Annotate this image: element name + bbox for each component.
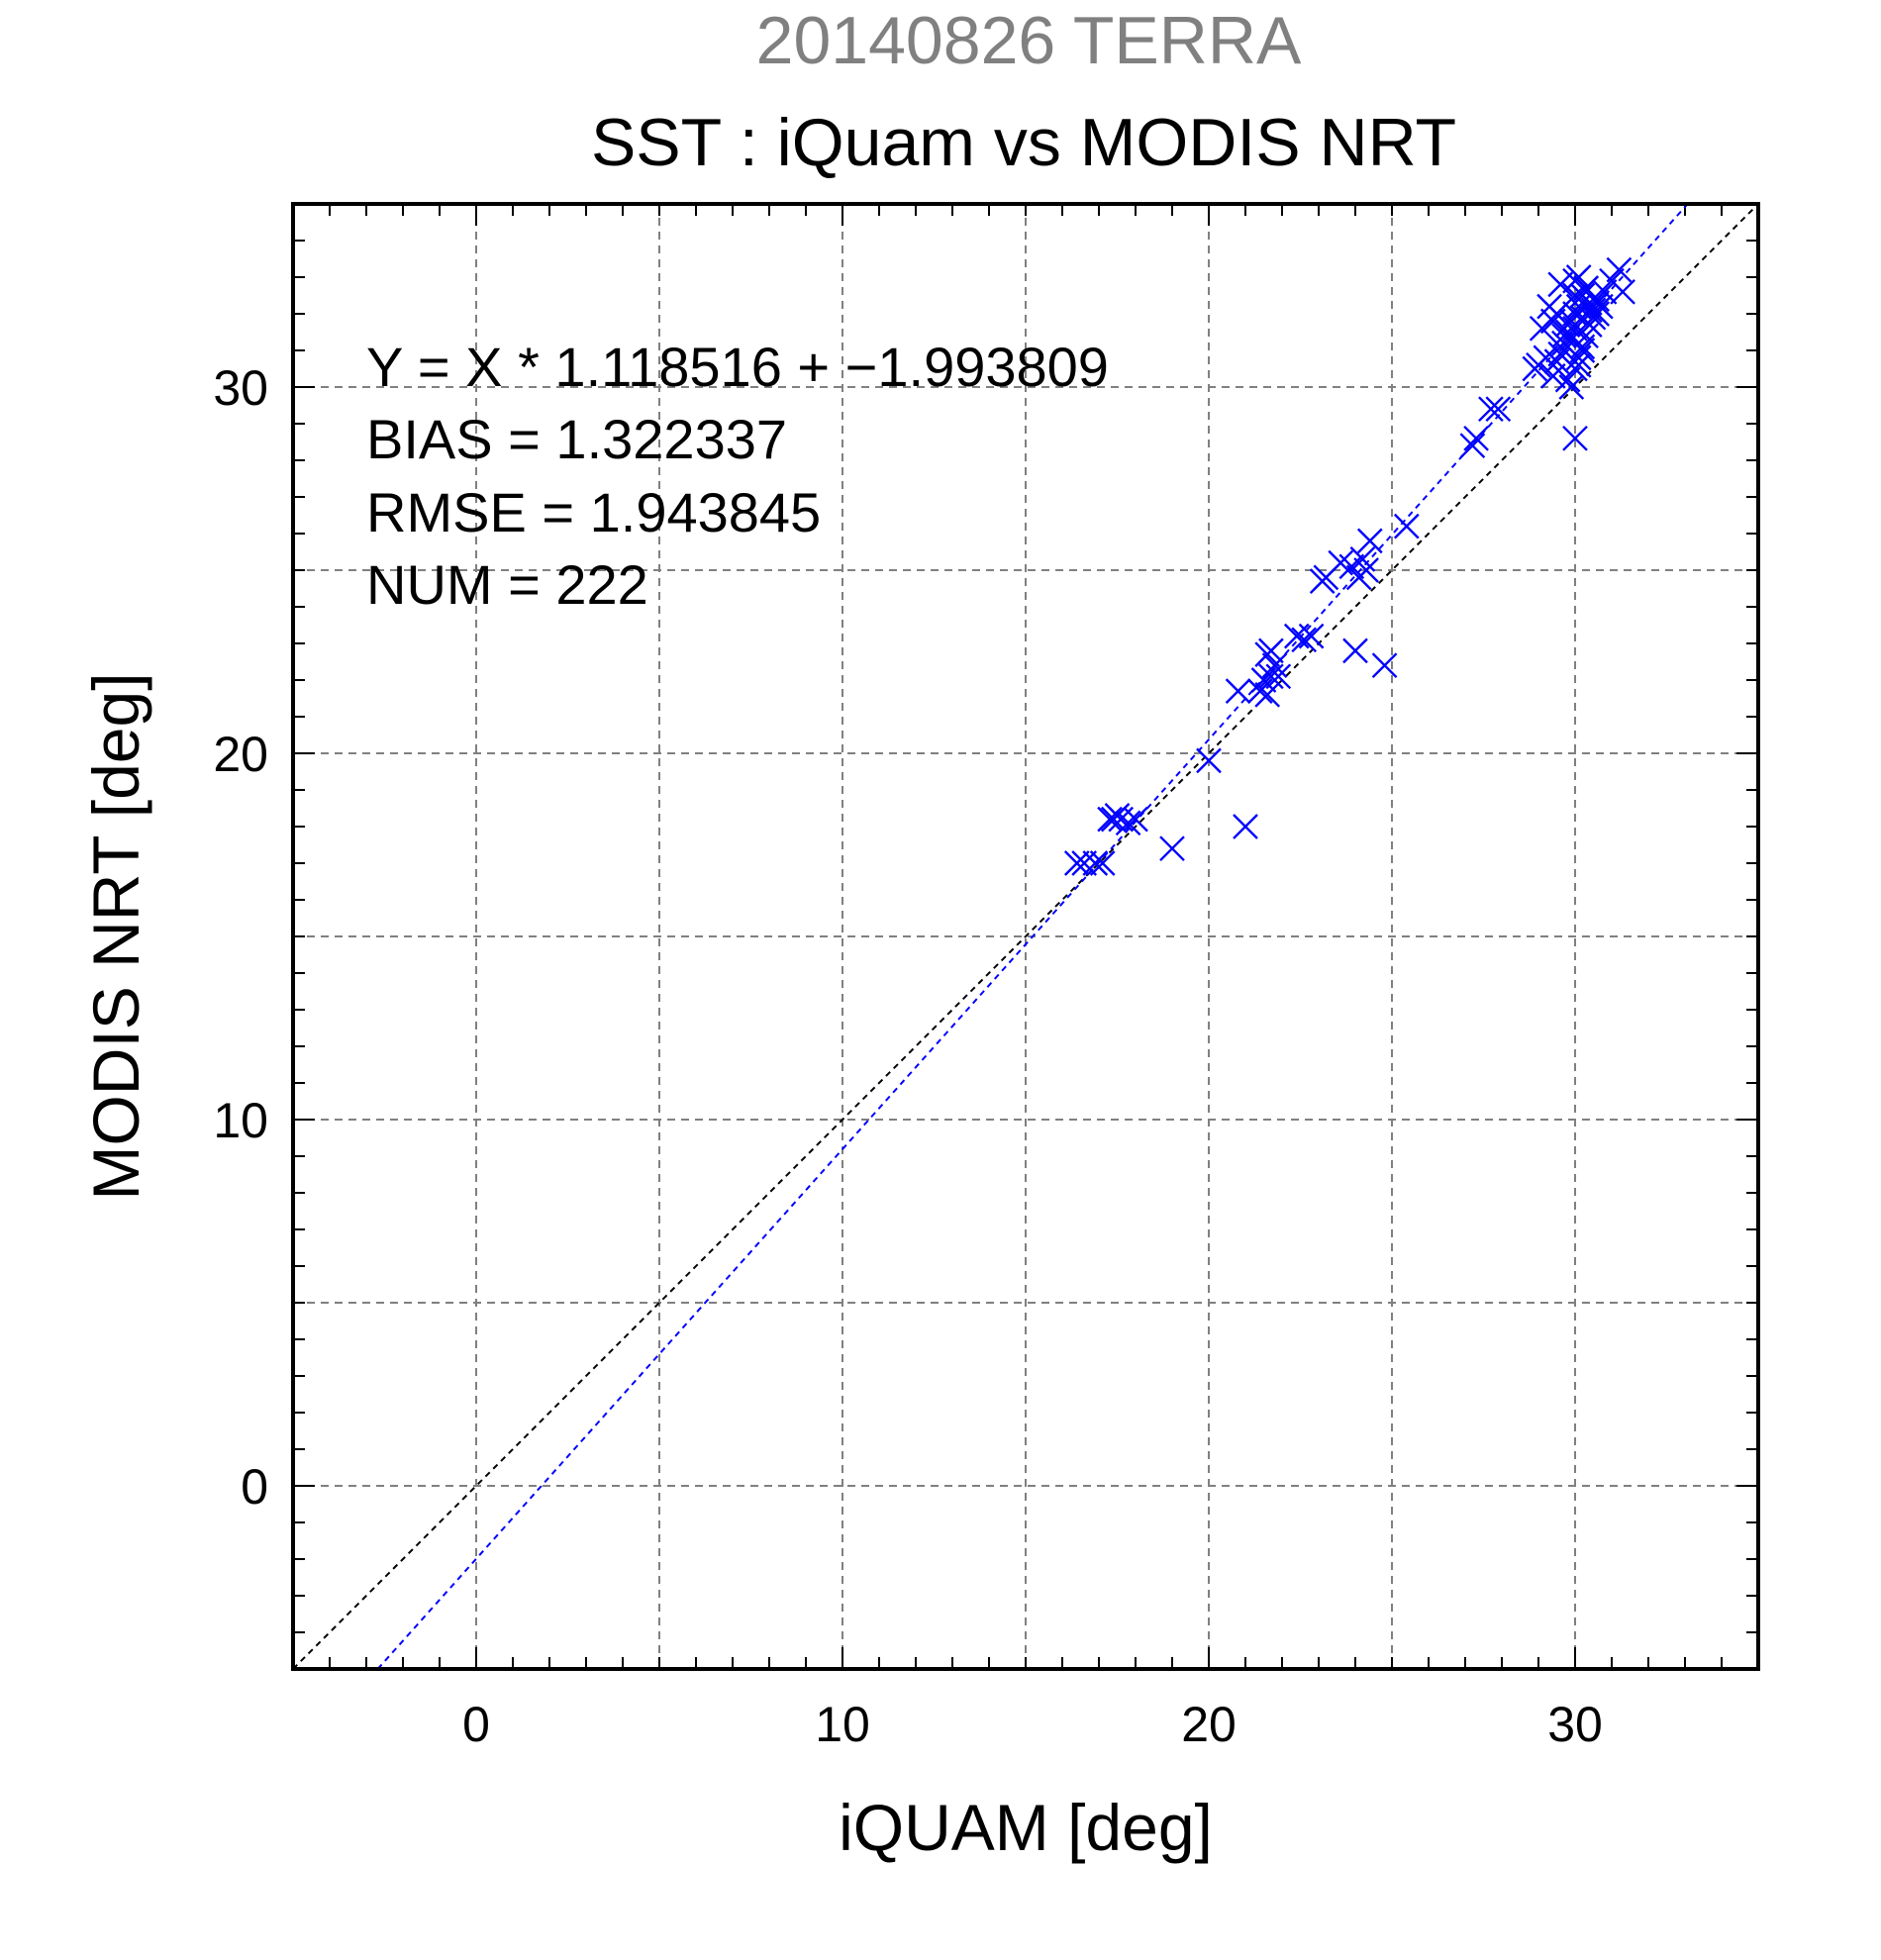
data-point — [1463, 425, 1489, 451]
x-tick-label: 10 — [815, 1697, 870, 1752]
y-tick-label: 20 — [213, 727, 268, 782]
data-point — [1610, 278, 1635, 305]
data-point — [1298, 623, 1325, 649]
data-point — [1573, 275, 1599, 301]
data-point — [1233, 814, 1258, 839]
x-tick-label: 20 — [1181, 1697, 1237, 1752]
data-point — [1554, 312, 1581, 338]
data-point — [1353, 557, 1379, 583]
x-axis-label: iQUAM [deg] — [839, 1791, 1213, 1864]
data-point — [1606, 256, 1633, 283]
plot-frame — [291, 202, 1760, 1671]
grid-lines — [293, 204, 1758, 1669]
data-point — [1071, 850, 1098, 876]
data-point — [1584, 290, 1611, 316]
stats-line-1: Y = X * 1.118516 + −1.993809 — [366, 336, 1109, 398]
y-tick-label: 10 — [213, 1093, 268, 1148]
y-tick-label: 30 — [213, 360, 268, 416]
chart-title: 20140826 TERRA — [756, 3, 1302, 78]
data-point — [1250, 667, 1277, 693]
data-point — [1291, 627, 1318, 653]
data-point — [1539, 308, 1566, 335]
identity-line — [292, 203, 1759, 1670]
stats-line-2: BIAS = 1.322337 — [366, 408, 787, 470]
data-point — [1547, 271, 1574, 298]
data-point — [1100, 806, 1127, 833]
x-tick-label: 30 — [1547, 1697, 1603, 1752]
tick-labels: 0 10 20 30 0 10 20 30 — [213, 360, 1602, 1752]
data-point — [1082, 850, 1109, 876]
data-point — [1371, 652, 1398, 679]
data-point — [1485, 396, 1512, 423]
data-point — [1554, 366, 1581, 393]
data-point — [1558, 374, 1585, 400]
data-point — [1196, 747, 1222, 774]
data-point — [1543, 348, 1570, 374]
data-point — [1584, 301, 1611, 327]
stats-line-3: RMSE = 1.943845 — [366, 481, 821, 543]
data-point — [1342, 637, 1368, 664]
data-point — [1063, 850, 1090, 876]
data-point — [1569, 334, 1596, 360]
data-point — [1356, 528, 1383, 554]
data-point — [1393, 513, 1420, 539]
data-point — [1562, 282, 1588, 309]
data-point — [1265, 663, 1292, 690]
data-point — [1539, 363, 1566, 389]
data-point — [1225, 678, 1251, 704]
data-point — [1562, 425, 1588, 451]
data-point — [1089, 850, 1116, 876]
chart-subtitle: SST : iQuam vs MODIS NRT — [591, 105, 1456, 180]
data-point — [1115, 810, 1141, 836]
data-point — [1338, 553, 1365, 580]
x-tick-label: 0 — [462, 1697, 490, 1752]
data-points — [1063, 256, 1635, 876]
data-point — [1159, 835, 1185, 862]
data-point — [1562, 315, 1588, 342]
data-point — [1478, 396, 1504, 423]
data-point — [1258, 637, 1284, 664]
data-point — [1459, 433, 1486, 459]
y-axis-label: MODIS NRT [deg] — [79, 672, 152, 1200]
data-point — [1123, 806, 1148, 833]
y-tick-label: 0 — [241, 1459, 268, 1515]
stats-line-4: NUM = 222 — [366, 553, 648, 616]
data-point — [1529, 315, 1555, 342]
